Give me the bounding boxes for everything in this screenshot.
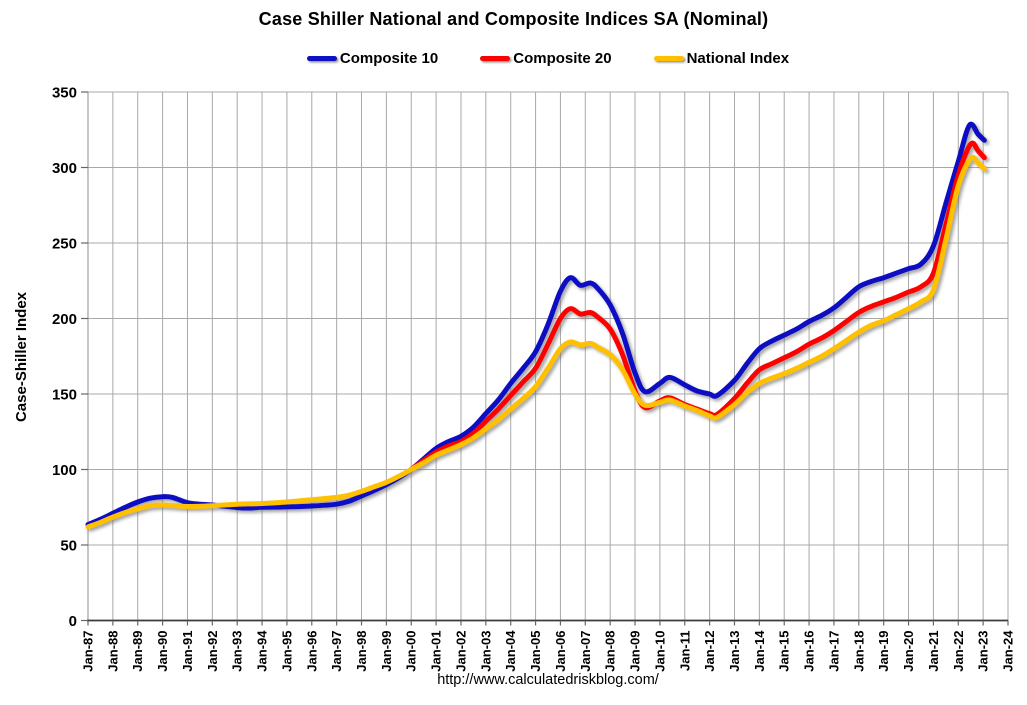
x-tick-label: Jan-02: [453, 631, 468, 672]
y-tick-label: 200: [52, 311, 77, 328]
x-tick-label: Jan-19: [876, 631, 891, 672]
legend-swatch-composite-10: [306, 56, 337, 61]
x-tick-label: Jan-22: [951, 631, 966, 672]
x-tick-label: Jan-16: [802, 631, 817, 672]
x-tick-label: Jan-92: [205, 631, 220, 672]
legend-label: Composite 10: [339, 50, 439, 67]
x-tick-label: Jan-88: [105, 631, 120, 672]
series-line-composite-10: [85, 121, 987, 528]
y-tick-label: 150: [52, 387, 77, 404]
x-tick-label: Jan-90: [155, 631, 170, 672]
x-tick-label: Jan-87: [81, 631, 96, 672]
x-tick-label: Jan-17: [826, 631, 841, 672]
y-tick-label: 350: [52, 85, 77, 102]
x-tick-label: Jan-18: [851, 631, 866, 672]
x-tick-label: Jan-24: [1001, 630, 1016, 672]
x-tick-label: Jan-96: [304, 631, 319, 672]
x-tick-label: Jan-06: [553, 631, 568, 672]
x-tick-label: Jan-08: [603, 631, 618, 672]
x-tick-label: Jan-21: [926, 631, 941, 672]
x-tick-label: Jan-05: [528, 631, 543, 672]
x-tick-label: Jan-15: [777, 631, 792, 672]
source-url: http://www.calculatedriskblog.com/: [437, 672, 659, 688]
x-tick-label: Jan-91: [180, 631, 195, 672]
x-tick-label: Jan-98: [354, 631, 369, 672]
legend-label: Composite 20: [513, 50, 612, 67]
x-tick-label: Jan-03: [478, 631, 493, 672]
x-tick-label: Jan-97: [329, 631, 344, 672]
y-tick-label: 100: [52, 462, 77, 479]
x-tick-label: Jan-94: [255, 630, 270, 672]
legend-swatch-composite-20: [480, 56, 511, 61]
x-tick-label: Jan-93: [230, 631, 245, 672]
x-tick-label: Jan-20: [901, 631, 916, 672]
legend-item-composite-20: Composite 20: [480, 50, 612, 67]
legend-item-composite-10: Composite 10: [306, 50, 439, 67]
y-tick-label: 300: [52, 160, 77, 177]
x-tick-label: Jan-10: [652, 631, 667, 672]
series-group: [85, 121, 987, 530]
x-tick-label: Jan-11: [677, 631, 692, 671]
x-tick-label: Jan-09: [628, 631, 643, 672]
legend-label: National Index: [686, 50, 790, 67]
series-line-national-index: [85, 154, 987, 530]
x-tick-label: Jan-89: [130, 631, 145, 672]
legend-item-national-index: National Index: [653, 50, 790, 67]
y-tick-label: 50: [60, 538, 77, 555]
x-tick-label: Jan-99: [379, 631, 394, 672]
x-tick-label: Jan-12: [702, 631, 717, 672]
x-tick-label: Jan-95: [279, 631, 294, 672]
x-tick-label: Jan-23: [976, 631, 991, 672]
chart-title: Case Shiller National and Composite Indi…: [258, 9, 769, 29]
y-tick-label: 0: [69, 613, 77, 630]
x-tick-label: Jan-01: [429, 631, 444, 672]
x-tick-label: Jan-13: [727, 631, 742, 672]
x-tick-label: Jan-00: [404, 631, 419, 672]
y-axis-title: Case-Shiller Index: [13, 291, 30, 422]
legend: Composite 10 Composite 20 National Index: [88, 50, 1008, 67]
x-tick-label: Jan-07: [578, 631, 593, 672]
x-tick-label: Jan-14: [752, 630, 767, 672]
legend-swatch-national-index: [653, 56, 684, 61]
x-tick-label: Jan-04: [503, 630, 518, 672]
y-tick-label: 250: [52, 236, 77, 253]
